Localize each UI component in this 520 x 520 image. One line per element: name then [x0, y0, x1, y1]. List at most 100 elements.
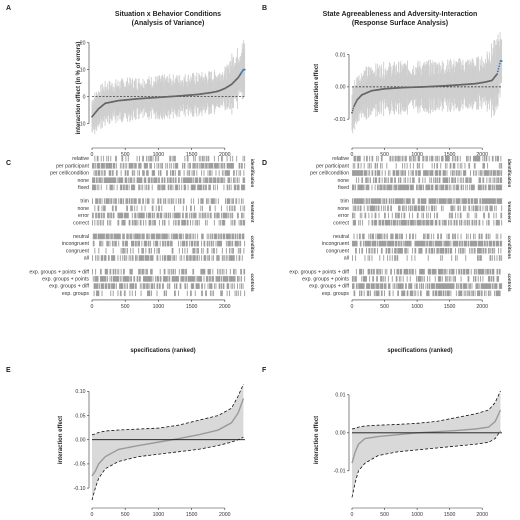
panel-d-indicator [365, 177, 367, 183]
panel-d-indicator [448, 233, 449, 240]
panel-d-indicator [419, 177, 421, 183]
panel-c-indicator [221, 155, 223, 162]
panel-d-indicator [451, 219, 453, 226]
panel-c-indicator [228, 198, 230, 204]
panel-d-indicator [448, 177, 450, 183]
panel-c-indicator [126, 163, 128, 169]
panel-d-indicator [443, 248, 445, 254]
panel-c-indicator [158, 283, 160, 289]
panel-d-indicator [459, 290, 460, 297]
panel-c-indicator [162, 198, 164, 204]
panel-c-indicator [120, 170, 122, 176]
panel-d-indicator [450, 240, 452, 247]
panel-c-indicator [170, 155, 171, 162]
panel-c-indicator [140, 255, 142, 261]
panel-c-indicator [229, 240, 231, 247]
panel-d-indicator [443, 184, 445, 191]
panel-c-indicator [232, 212, 234, 219]
panel-d-indicator [365, 170, 367, 176]
panel-d-indicator [425, 219, 427, 226]
panel-d-indicator [467, 177, 469, 183]
panel-d-indicator [452, 184, 454, 191]
panel-c-indicator [93, 283, 95, 289]
panel-c-indicator [201, 248, 203, 254]
panel-d-indicator [403, 219, 405, 226]
panel-d-indicator [412, 184, 414, 191]
panel-d-indicator [443, 177, 445, 183]
panel-c-x-tick-label: 1500 [186, 304, 198, 310]
panel-d-indicator [406, 268, 408, 275]
panel-d-indicator [430, 184, 432, 191]
panel-d-indicator [451, 283, 453, 289]
panel-f-ylabel: interaction effect [314, 416, 320, 464]
panel-c-indicator [193, 177, 195, 183]
panel-d-indicator [424, 198, 426, 204]
panel-d-indicator [385, 219, 387, 226]
panel-d-indicator [400, 283, 402, 289]
panel-d-indicator [499, 198, 501, 204]
panel-c-indicator [211, 233, 213, 240]
panel-c-indicator [103, 255, 105, 261]
panel-c-indicator [150, 290, 152, 297]
panel-c-indicator [174, 184, 176, 191]
panel-c-indicator [166, 255, 168, 261]
panel-d-indicator [482, 268, 484, 275]
panel-c-indicator [175, 255, 177, 261]
panel-d-indicator [435, 268, 437, 275]
panel-d-indicator [480, 290, 482, 297]
panel-c-indicator [99, 170, 101, 176]
panel-d-indicator [398, 198, 400, 204]
panel-c-indicator [146, 276, 148, 282]
panel-d-indicator [383, 255, 385, 261]
panel-c-indicator [172, 177, 174, 183]
panel-d-indicator [482, 177, 484, 183]
panel-c-indicator [192, 240, 194, 247]
panel-d-indicator [458, 283, 460, 289]
panel-d-indicator [438, 268, 440, 275]
panel-d-indicator [436, 184, 438, 191]
panel-d-indicator [472, 219, 474, 226]
panel-d-indicator [380, 219, 382, 226]
panel-c-indicator [135, 283, 136, 289]
panel-c-indicator [160, 170, 162, 176]
panel-c-indicator [217, 255, 219, 261]
panel-d-indicator [460, 233, 462, 240]
panel-c-indicator [98, 290, 100, 297]
panel-c-indicator [221, 205, 222, 212]
panel-c-indicator [194, 276, 195, 282]
panel-c-indicator [127, 212, 129, 219]
panel-d-indicator [362, 240, 364, 247]
panel-d-indicator [420, 290, 422, 297]
panel-c-indicator [131, 198, 132, 204]
panel-d-indicator [359, 170, 361, 176]
panel-d-indicator [443, 290, 445, 297]
panel-c-indicator [197, 177, 199, 183]
panel-d-indicator [467, 283, 469, 289]
panel-d-indicator [430, 268, 432, 275]
panel-c-indicator [233, 268, 235, 275]
panel-d-indicator [403, 177, 405, 183]
panel-d-indicator [383, 240, 385, 247]
panel-d-indicator [394, 170, 396, 176]
panel-d-indicator [435, 290, 437, 297]
panel-d-indicator [485, 170, 487, 176]
panel-c-indicator [229, 255, 231, 261]
panel-d-indicator [387, 184, 389, 191]
panel-d-indicator [396, 276, 398, 282]
panel-d-indicator [412, 268, 414, 275]
panel-e-x-tick-label: 0 [91, 512, 94, 518]
panel-d-indicator [359, 205, 361, 212]
panel-c-indicator [123, 219, 124, 226]
panel-d-indicator [454, 233, 456, 240]
panel-d-indicator [441, 184, 443, 191]
panel-d-indicator [381, 276, 383, 282]
panel-c-indicator [162, 184, 164, 191]
panel-d-indicator [491, 248, 493, 254]
panel-d-indicator [444, 268, 446, 275]
panel-d-indicator [368, 283, 370, 289]
panel-d-indicator [441, 255, 443, 261]
panel-c-indicator [202, 184, 204, 191]
panel-d-indicator [406, 240, 408, 247]
panel-d-indicator [468, 163, 470, 169]
panel-c-indicator [188, 177, 190, 183]
